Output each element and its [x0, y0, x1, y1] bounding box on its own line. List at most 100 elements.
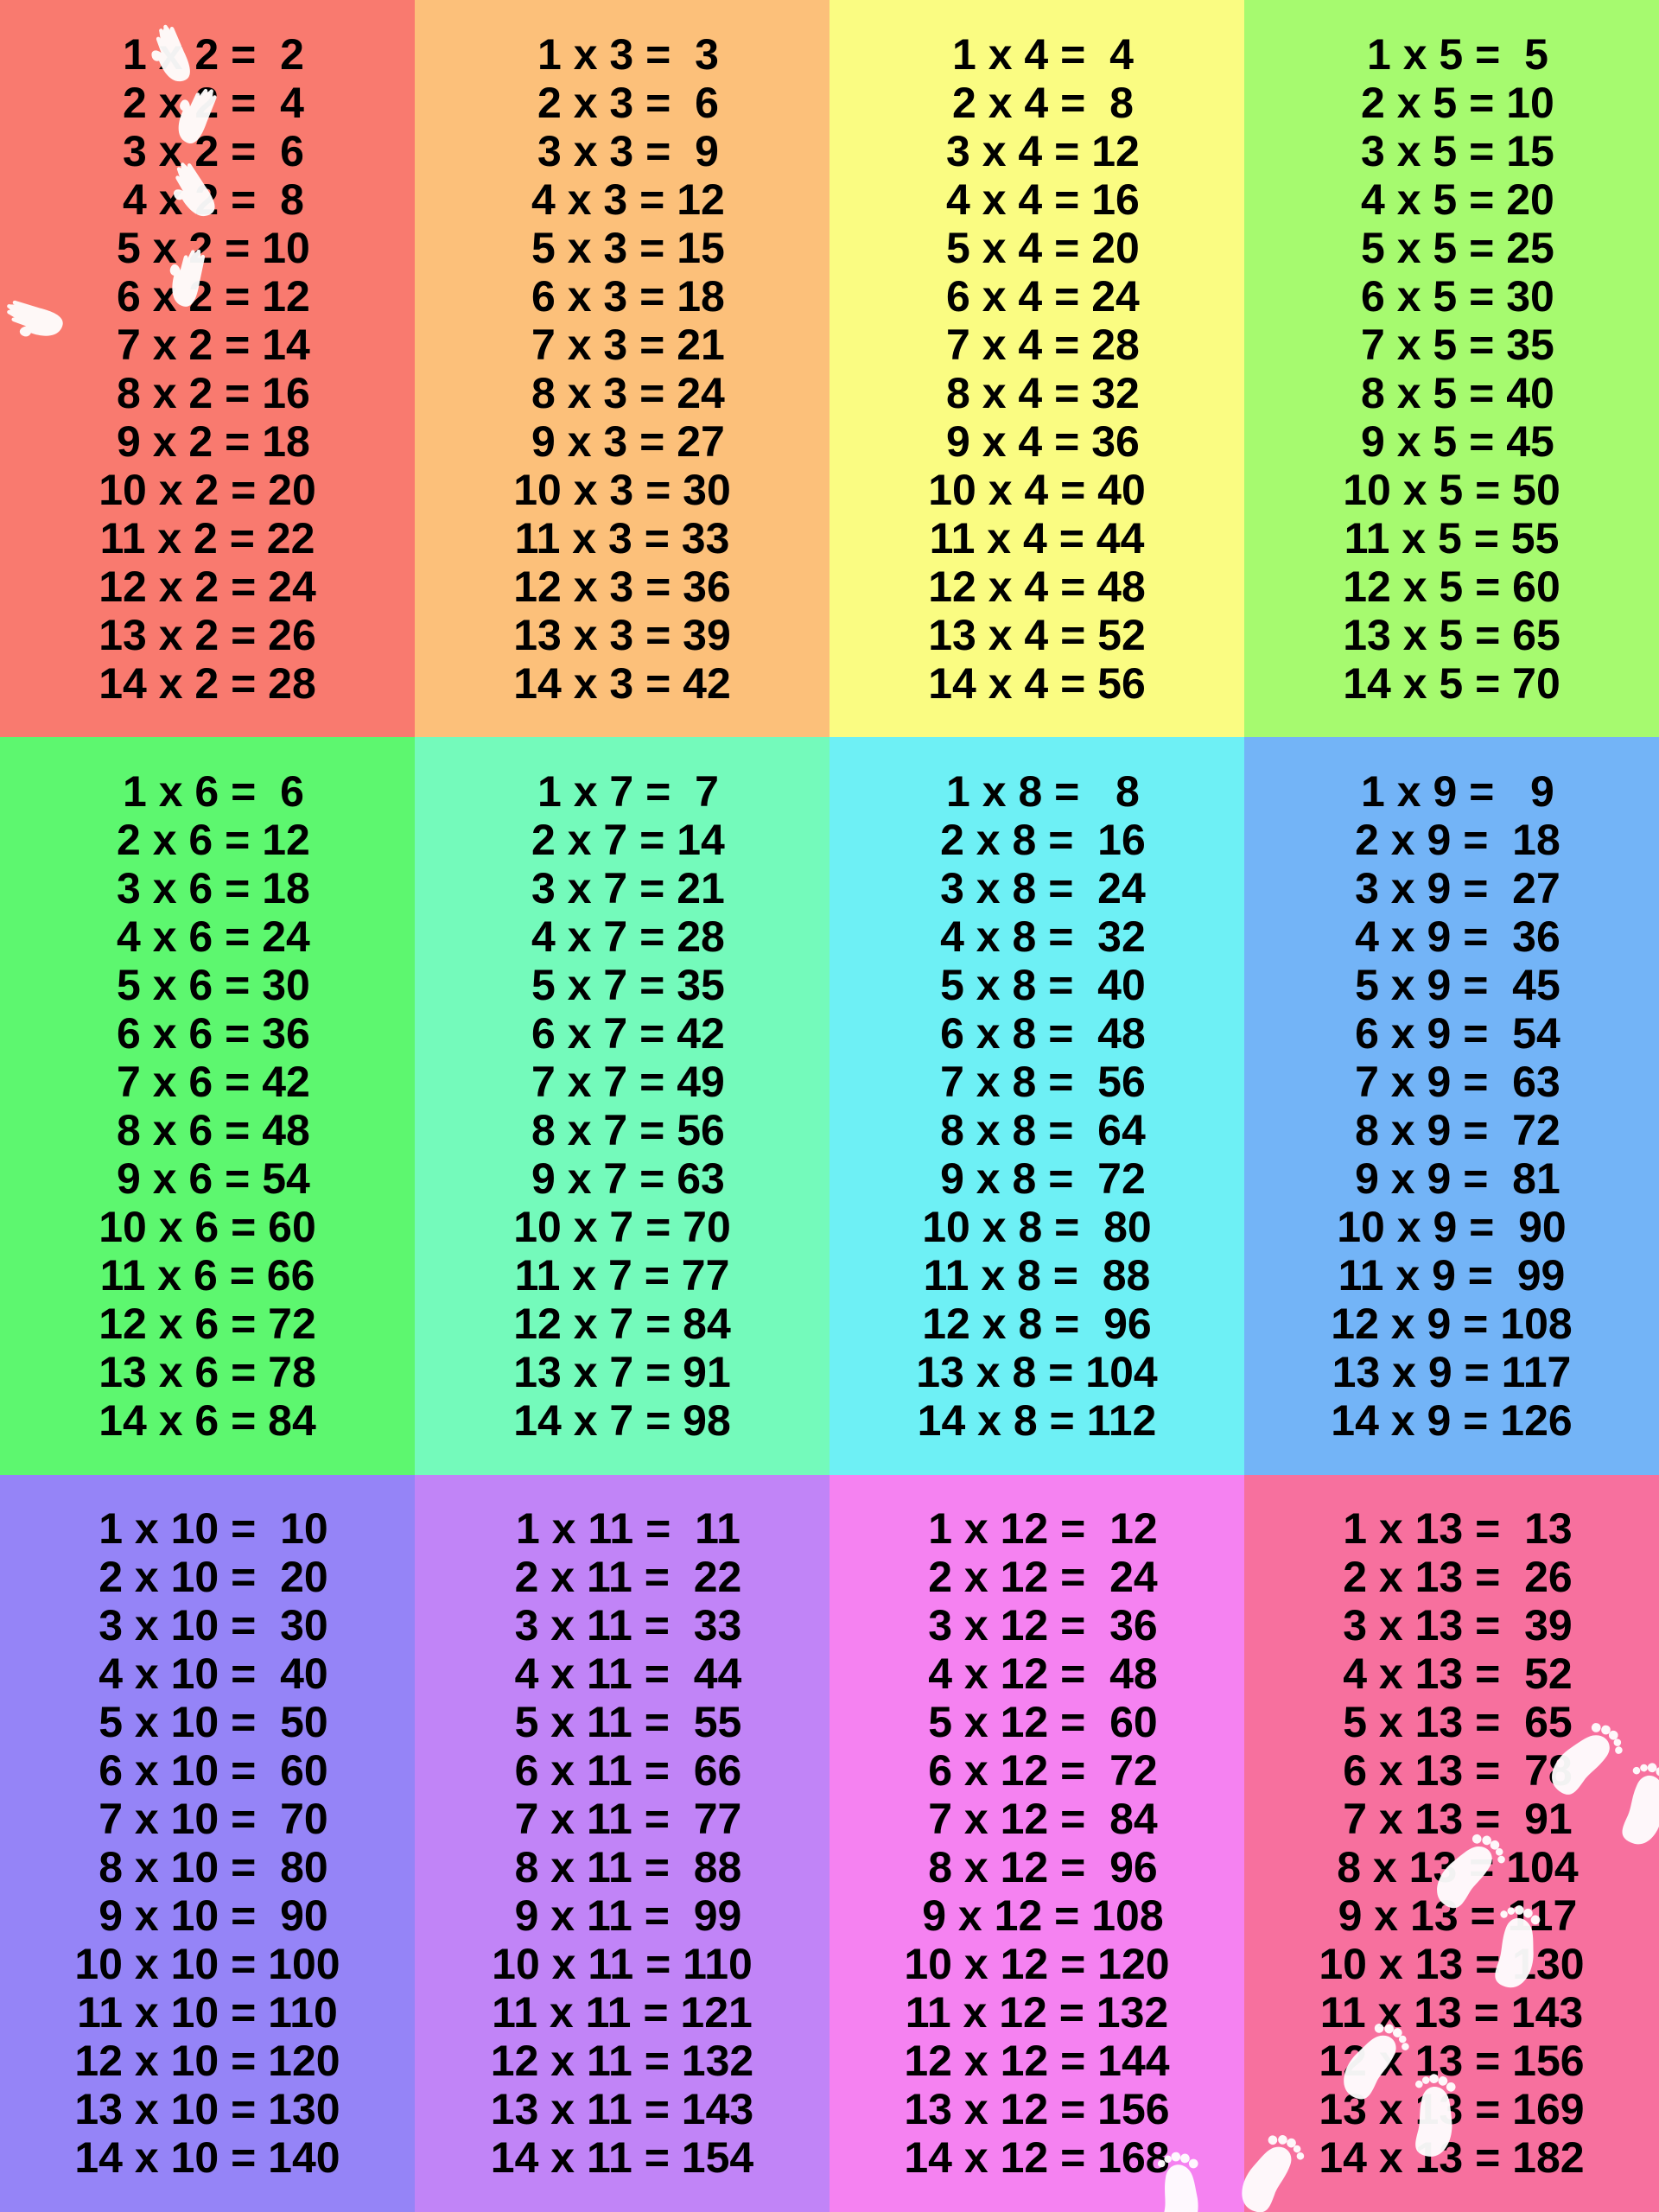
- equation-row: 5 x 3 = 15: [519, 224, 725, 272]
- equation-row: 6 x 13 = 78: [1331, 1746, 1572, 1795]
- times-table-2: 1 x 2 = 2 2 x 2 = 4 3 x 2 = 6 4 x 2 = 8 …: [0, 0, 415, 737]
- equation-row: 4 x 10 = 40: [86, 1649, 327, 1698]
- equation-row: 14 x 10 = 140: [74, 2133, 340, 2182]
- equation-row: 14 x 6 = 84: [99, 1396, 316, 1445]
- equation-row: 14 x 4 = 56: [928, 659, 1146, 708]
- equation-row: 12 x 3 = 36: [513, 563, 731, 611]
- times-table-11: 1 x 11 = 11 2 x 11 = 22 3 x 11 = 33 4 x …: [415, 1475, 830, 2212]
- equation-row: 4 x 6 = 24: [105, 912, 310, 961]
- equation-row: 6 x 2 = 12: [105, 272, 310, 321]
- equation-row: 11 x 8 = 88: [924, 1251, 1151, 1300]
- equation-row: 1 x 9 = 9: [1349, 767, 1554, 816]
- equation-row: 6 x 6 = 36: [105, 1009, 310, 1058]
- equation-row: 6 x 5 = 30: [1349, 272, 1554, 321]
- equation-row: 7 x 3 = 21: [519, 321, 725, 369]
- equation-row: 9 x 10 = 90: [86, 1891, 327, 1940]
- equation-row: 5 x 11 = 55: [503, 1698, 742, 1746]
- times-table-7: 1 x 7 = 7 2 x 7 = 14 3 x 7 = 21 4 x 7 = …: [415, 737, 830, 1474]
- equation-row: 8 x 2 = 16: [105, 369, 310, 417]
- equation-row: 2 x 5 = 10: [1349, 79, 1554, 127]
- equation-row: 4 x 11 = 44: [503, 1649, 742, 1698]
- equation-row: 5 x 10 = 50: [86, 1698, 327, 1746]
- equation-row: 5 x 12 = 60: [916, 1698, 1157, 1746]
- equation-row: 8 x 9 = 72: [1343, 1106, 1560, 1154]
- equation-row: 12 x 6 = 72: [99, 1300, 316, 1348]
- equation-row: 13 x 8 = 104: [916, 1348, 1157, 1396]
- equation-row: 3 x 8 = 24: [928, 864, 1146, 912]
- equation-row: 8 x 12 = 96: [916, 1843, 1157, 1891]
- equation-row: 14 x 7 = 98: [513, 1396, 731, 1445]
- equation-row: 10 x 6 = 60: [99, 1203, 316, 1251]
- equation-row: 7 x 2 = 14: [105, 321, 310, 369]
- equation-row: 12 x 12 = 144: [904, 2037, 1169, 2085]
- equation-row: 1 x 8 = 8: [934, 767, 1140, 816]
- equation-row: 4 x 2 = 8: [111, 175, 304, 224]
- equation-row: 2 x 3 = 6: [525, 79, 719, 127]
- equation-row: 9 x 13 = 117: [1326, 1891, 1578, 1940]
- equation-row: 2 x 12 = 24: [916, 1553, 1157, 1601]
- equation-row: 3 x 7 = 21: [519, 864, 725, 912]
- equation-row: 2 x 8 = 16: [928, 816, 1146, 864]
- equation-row: 11 x 2 = 22: [100, 514, 315, 563]
- equation-row: 3 x 13 = 39: [1331, 1601, 1572, 1649]
- equation-row: 6 x 11 = 66: [503, 1746, 742, 1795]
- equation-row: 14 x 11 = 154: [491, 2133, 753, 2182]
- equation-row: 9 x 8 = 72: [928, 1154, 1146, 1203]
- times-table-9: 1 x 9 = 9 2 x 9 = 18 3 x 9 = 27 4 x 9 = …: [1244, 737, 1659, 1474]
- equation-row: 9 x 7 = 63: [519, 1154, 725, 1203]
- equation-row: 11 x 6 = 66: [100, 1251, 315, 1300]
- equation-row: 10 x 2 = 20: [99, 466, 316, 514]
- equation-row: 13 x 2 = 26: [99, 611, 316, 659]
- equation-row: 12 x 4 = 48: [928, 563, 1146, 611]
- equation-row: 4 x 7 = 28: [519, 912, 725, 961]
- equation-row: 9 x 3 = 27: [519, 417, 725, 466]
- equation-row: 8 x 7 = 56: [519, 1106, 725, 1154]
- times-table-5: 1 x 5 = 5 2 x 5 = 10 3 x 5 = 15 4 x 5 = …: [1244, 0, 1659, 737]
- equation-row: 10 x 13 = 130: [1319, 1940, 1584, 1988]
- equation-row: 14 x 2 = 28: [99, 659, 316, 708]
- equation-row: 5 x 2 = 10: [105, 224, 310, 272]
- equation-row: 13 x 13 = 169: [1319, 2085, 1584, 2133]
- equation-row: 2 x 11 = 22: [503, 1553, 742, 1601]
- equation-row: 13 x 4 = 52: [928, 611, 1146, 659]
- equation-row: 11 x 10 = 110: [77, 1988, 338, 2037]
- equation-row: 12 x 7 = 84: [513, 1300, 731, 1348]
- equation-row: 5 x 7 = 35: [519, 961, 725, 1009]
- equation-row: 11 x 9 = 99: [1338, 1251, 1566, 1300]
- equation-row: 14 x 3 = 42: [513, 659, 731, 708]
- equation-row: 1 x 6 = 6: [111, 767, 304, 816]
- equation-row: 3 x 5 = 15: [1349, 127, 1554, 175]
- equation-row: 12 x 10 = 120: [74, 2037, 340, 2085]
- equation-row: 12 x 13 = 156: [1319, 2037, 1584, 2085]
- equation-row: 2 x 9 = 18: [1343, 816, 1560, 864]
- equation-row: 11 x 3 = 33: [515, 514, 730, 563]
- equation-row: 12 x 8 = 96: [922, 1300, 1152, 1348]
- equation-row: 3 x 9 = 27: [1343, 864, 1560, 912]
- equation-row: 3 x 10 = 30: [86, 1601, 327, 1649]
- equation-row: 8 x 5 = 40: [1349, 369, 1554, 417]
- equation-row: 9 x 6 = 54: [105, 1154, 310, 1203]
- times-table-13: 1 x 13 = 13 2 x 13 = 26 3 x 13 = 39 4 x …: [1244, 1475, 1659, 2212]
- equation-row: 5 x 9 = 45: [1343, 961, 1560, 1009]
- equation-row: 12 x 2 = 24: [99, 563, 316, 611]
- equation-row: 8 x 3 = 24: [519, 369, 725, 417]
- equation-row: 2 x 13 = 26: [1331, 1553, 1572, 1601]
- equation-row: 9 x 11 = 99: [503, 1891, 742, 1940]
- equation-row: 10 x 7 = 70: [513, 1203, 731, 1251]
- equation-row: 11 x 12 = 132: [906, 1988, 1168, 2037]
- equation-row: 13 x 3 = 39: [513, 611, 731, 659]
- equation-row: 1 x 11 = 11: [504, 1504, 741, 1553]
- equation-row: 4 x 13 = 52: [1331, 1649, 1572, 1698]
- equation-row: 8 x 8 = 64: [928, 1106, 1146, 1154]
- equation-row: 7 x 7 = 49: [519, 1058, 725, 1106]
- equation-row: 6 x 9 = 54: [1343, 1009, 1560, 1058]
- equation-row: 8 x 4 = 32: [934, 369, 1140, 417]
- equation-row: 9 x 9 = 81: [1343, 1154, 1560, 1203]
- equation-row: 1 x 10 = 10: [86, 1504, 327, 1553]
- equation-row: 6 x 10 = 60: [86, 1746, 327, 1795]
- equation-row: 9 x 5 = 45: [1349, 417, 1554, 466]
- equation-row: 10 x 3 = 30: [513, 466, 731, 514]
- equation-row: 12 x 5 = 60: [1343, 563, 1560, 611]
- equation-row: 1 x 2 = 2: [111, 30, 304, 79]
- equation-row: 14 x 12 = 168: [904, 2133, 1169, 2182]
